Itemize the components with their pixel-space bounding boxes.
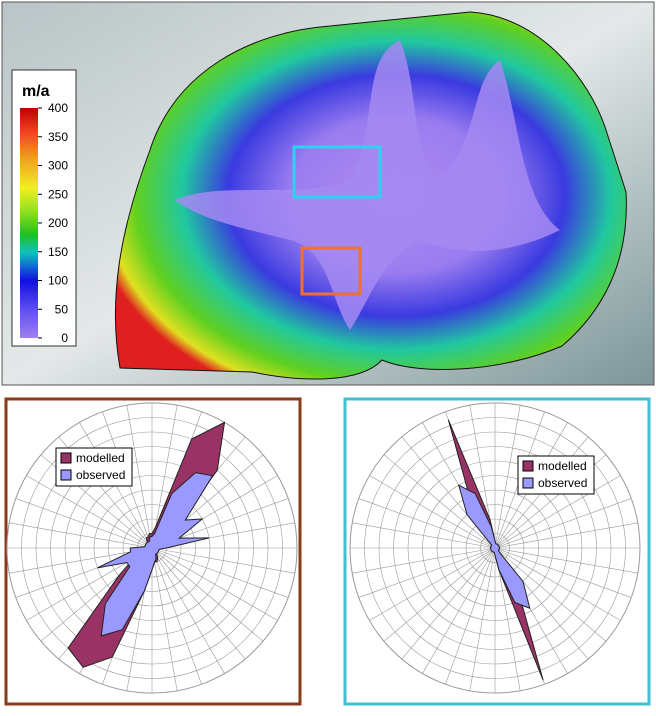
rose-spoke [369, 475, 496, 549]
rose-spoke [494, 498, 632, 549]
rose-spoke [151, 547, 202, 685]
rose-spoke [494, 547, 632, 598]
rose-spoke [494, 522, 638, 549]
rose-spoke [494, 547, 621, 621]
rose-spoke [383, 454, 496, 549]
colorbar-tick-label: 300 [48, 159, 68, 173]
legend-label: modelled [538, 459, 587, 473]
colorbar-tick-label: 0 [61, 331, 68, 345]
orange-region [300, 246, 362, 296]
colorbar [20, 108, 38, 338]
map: m/a [1, 1, 655, 386]
colorbar-tick-label: 350 [48, 130, 68, 144]
legend-label: observed [538, 476, 587, 490]
colorbar-tick-label: 100 [48, 274, 68, 288]
rose-spoke [358, 547, 496, 598]
legend-swatch [60, 469, 72, 481]
rose-spoke [369, 547, 496, 621]
ice-core [175, 40, 560, 330]
legend-swatch [522, 460, 534, 472]
rose-spoke [445, 547, 496, 685]
rose-spoke [494, 475, 621, 549]
rose-petal [457, 484, 531, 610]
rose-spoke [422, 547, 496, 674]
rose-spoke [151, 547, 178, 691]
rose-spoke [15, 498, 153, 549]
rose-spoke [469, 547, 496, 691]
legend-label: modelled [76, 451, 125, 465]
rose-spoke [26, 475, 153, 549]
rose-spoke [352, 522, 496, 549]
rose-spoke [494, 547, 607, 642]
rose-spoke [151, 547, 278, 621]
rose-petal [97, 472, 214, 637]
rose-spoke [352, 547, 496, 574]
rose-spoke [126, 405, 153, 549]
rose-spoke [151, 547, 289, 598]
colorbar-tick-label: 150 [48, 245, 68, 259]
rose-spoke [401, 547, 496, 660]
colorbar-tick-label: 250 [48, 187, 68, 201]
rose-spoke [9, 547, 153, 574]
legend-label: observed [76, 468, 125, 482]
legend-swatch [522, 477, 534, 489]
rose-spoke [151, 547, 264, 642]
rose-spoke [494, 405, 521, 549]
legend-swatch [60, 452, 72, 464]
colorbar-tick-label: 400 [48, 101, 68, 115]
rose-spoke [358, 498, 496, 549]
rose-spoke [151, 547, 246, 660]
colorbar-tick-label: 200 [48, 216, 68, 230]
rose-spoke [494, 547, 638, 574]
rose-spoke [151, 547, 295, 574]
rose-spoke [151, 405, 178, 549]
cyan-region [292, 145, 382, 199]
rose-spoke [151, 547, 225, 674]
colorbar-label: m/a [22, 83, 50, 100]
rose-spoke [9, 522, 153, 549]
colorbar-tick-label: 50 [55, 302, 69, 316]
rose-spoke [383, 547, 496, 642]
